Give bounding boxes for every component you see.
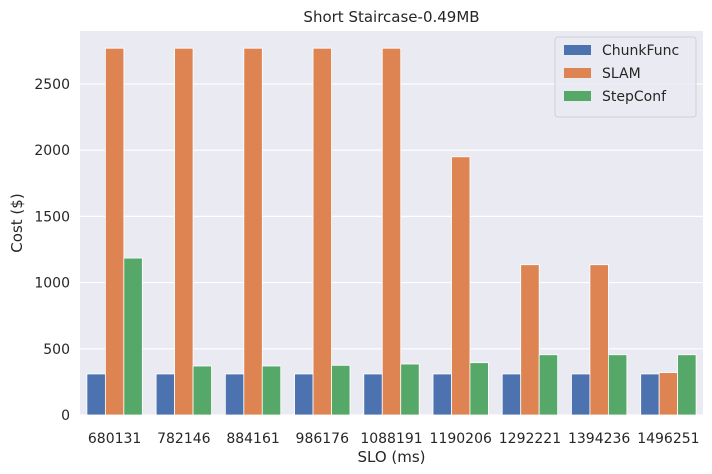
bar-slam-680131 [104,47,125,416]
bar-stepconf-986176 [331,364,351,416]
bar-slam-1190206 [451,156,471,416]
x-tick-label: 680131 [88,431,141,447]
bar-chunkfunc-782146 [155,373,176,416]
x-tick-label: 986176 [296,431,350,447]
x-axis-label: SLO (ms) [357,448,425,466]
legend-label-stepconf: StepConf [602,89,667,105]
bar-chunkfunc-1088191 [363,373,383,416]
bar-stepconf-680131 [123,257,143,416]
x-tick-label: 1496251 [637,431,699,447]
bar-chunkfunc-680131 [86,373,106,416]
x-tick-label: 1088191 [360,431,422,447]
y-axis-label: Cost ($) [8,193,26,252]
bar-stepconf-1496251 [677,354,697,416]
bar-chunkfunc-1190206 [432,373,452,416]
bar-chunkfunc-1292221 [501,373,522,416]
bar-stepconf-1088191 [400,363,420,416]
y-tick-label: 2500 [34,77,70,93]
bar-slam-1394236 [589,264,609,416]
legend-label-chunkfunc: ChunkFunc [602,43,679,59]
legend-swatch-stepconf [564,91,591,101]
bar-stepconf-1394236 [607,354,628,416]
bar-chunkfunc-986176 [294,373,314,416]
bars [86,47,697,416]
bar-chunkfunc-1394236 [571,373,591,416]
legend-swatch-chunkfunc [564,45,591,55]
y-tick-label: 1000 [34,276,70,292]
bar-stepconf-884161 [261,365,282,416]
legend-label-slam: SLAM [602,66,641,82]
y-tick-label: 2000 [34,143,70,159]
bar-slam-1496251 [658,372,679,416]
x-tick-label: 1190206 [430,431,492,447]
x-tick-labels: 680131 782146 884161 986176 1088191 1190206 12… [88,431,700,447]
bar-stepconf-1190206 [469,362,489,416]
legend: ChunkFunc SLAM StepConf [554,36,697,118]
y-tick-labels: 0 500 1000 1500 2000 2500 [34,77,70,424]
bar-chunkfunc-1496251 [640,373,660,416]
bar-slam-1292221 [520,264,540,416]
x-tick-label: 1394236 [568,431,630,447]
bar-slam-986176 [312,47,332,416]
bar-slam-884161 [243,47,263,416]
y-tick-label: 0 [61,408,70,424]
bar-slam-782146 [174,47,194,416]
x-tick-label: 1292221 [499,431,561,447]
bar-slam-1088191 [381,47,402,416]
bar-stepconf-1292221 [538,354,559,416]
bar-stepconf-782146 [192,365,212,416]
x-tick-label: 782146 [157,431,211,447]
legend-swatch-slam [564,68,591,78]
y-tick-label: 1500 [34,209,70,225]
bar-chunkfunc-884161 [224,373,245,416]
y-tick-label: 500 [43,342,70,358]
chart-title: Short Staircase-0.49MB [303,8,479,26]
x-tick-label: 884161 [226,431,279,447]
